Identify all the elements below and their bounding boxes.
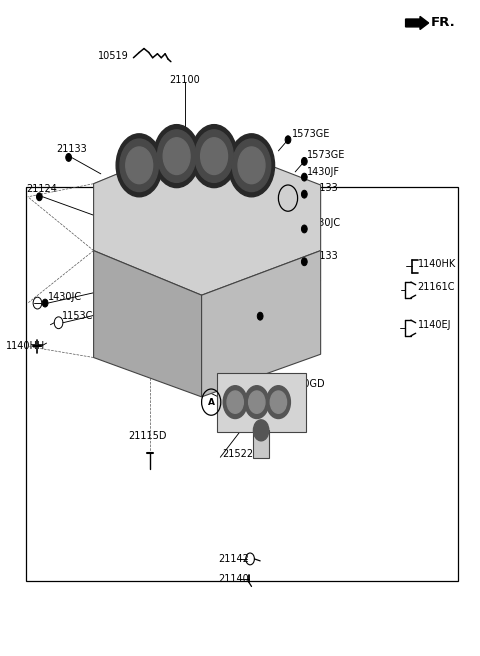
Circle shape <box>154 125 200 188</box>
Text: 21522C: 21522C <box>222 449 260 459</box>
Circle shape <box>201 138 228 174</box>
Circle shape <box>249 391 265 413</box>
Text: 1140HK: 1140HK <box>418 258 456 269</box>
Text: 21133: 21133 <box>307 251 338 261</box>
Text: FR.: FR. <box>431 16 456 30</box>
Polygon shape <box>406 16 429 30</box>
Circle shape <box>66 154 72 161</box>
Circle shape <box>285 136 291 144</box>
Text: A: A <box>285 194 291 203</box>
Circle shape <box>223 386 247 419</box>
Text: 21119B: 21119B <box>235 407 273 417</box>
Text: 1430JC: 1430JC <box>263 304 297 315</box>
Text: 21133: 21133 <box>307 183 338 194</box>
Circle shape <box>266 386 290 419</box>
Text: 21142: 21142 <box>218 554 249 564</box>
Circle shape <box>120 139 158 192</box>
Circle shape <box>126 147 153 184</box>
Text: 1140HH: 1140HH <box>6 341 45 352</box>
Circle shape <box>238 147 265 184</box>
Text: 1573GE: 1573GE <box>292 129 330 139</box>
Text: 1430JF: 1430JF <box>177 137 210 148</box>
Polygon shape <box>94 251 202 397</box>
Text: 25124D: 25124D <box>199 379 238 389</box>
Circle shape <box>163 138 190 174</box>
Circle shape <box>232 139 271 192</box>
Circle shape <box>228 134 275 197</box>
Text: A: A <box>208 398 215 407</box>
Circle shape <box>301 190 307 198</box>
Circle shape <box>270 391 287 413</box>
Circle shape <box>245 386 269 419</box>
Circle shape <box>301 225 307 233</box>
Text: 1140FN: 1140FN <box>263 321 300 331</box>
Polygon shape <box>202 251 321 397</box>
Bar <box>217 373 306 432</box>
Text: 1153CH: 1153CH <box>62 311 101 321</box>
Text: 21115E: 21115E <box>137 329 174 340</box>
Circle shape <box>42 299 48 307</box>
Text: 21100: 21100 <box>169 75 200 85</box>
Circle shape <box>36 193 42 201</box>
Text: 1140GD: 1140GD <box>286 379 325 389</box>
Circle shape <box>227 391 243 413</box>
Circle shape <box>301 157 307 165</box>
Text: 21133: 21133 <box>57 144 87 154</box>
Circle shape <box>195 130 233 182</box>
Polygon shape <box>94 139 321 295</box>
Text: 10519: 10519 <box>98 51 129 61</box>
Circle shape <box>301 173 307 181</box>
Text: 1430JF: 1430JF <box>307 167 340 177</box>
Circle shape <box>191 125 237 188</box>
Bar <box>253 430 269 458</box>
Bar <box>26 187 458 581</box>
Text: 21114: 21114 <box>148 312 179 323</box>
Text: 21115D: 21115D <box>129 431 167 441</box>
Circle shape <box>171 144 177 152</box>
Text: 1140EJ: 1140EJ <box>418 319 451 330</box>
Text: 1430JC: 1430JC <box>48 291 82 302</box>
Circle shape <box>253 420 269 441</box>
Text: 1430JC: 1430JC <box>307 218 341 228</box>
Text: 21140: 21140 <box>218 573 249 584</box>
Text: 21124: 21124 <box>26 184 57 194</box>
Circle shape <box>301 258 307 266</box>
Circle shape <box>116 134 162 197</box>
Text: 21161C: 21161C <box>418 282 455 293</box>
Circle shape <box>257 312 263 320</box>
Circle shape <box>157 130 196 182</box>
Text: 1573GE: 1573GE <box>307 150 346 161</box>
